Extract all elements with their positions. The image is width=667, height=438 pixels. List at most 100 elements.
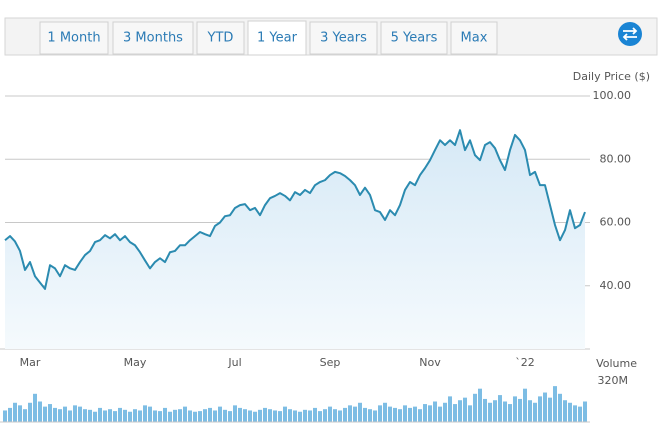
- volume-bar: [548, 397, 552, 422]
- volume-bar: [13, 402, 17, 422]
- volume-bar: [118, 407, 122, 422]
- volume-bar: [3, 410, 7, 422]
- volume-bar: [228, 411, 232, 422]
- volume-bar: [453, 404, 457, 422]
- volume-bar: [468, 405, 472, 422]
- volume-bar: [123, 409, 127, 422]
- volume-bar: [208, 407, 212, 422]
- volume-bar: [318, 411, 322, 422]
- volume-bar: [288, 409, 292, 422]
- volume-bar: [263, 407, 267, 422]
- tab[interactable]: [380, 21, 448, 55]
- volume-bar: [183, 406, 187, 422]
- volume-bar: [388, 406, 392, 422]
- volume-bar: [273, 410, 277, 422]
- volume-bar: [153, 410, 157, 422]
- volume-bar: [253, 411, 257, 422]
- volume-bar: [473, 393, 477, 422]
- volume-bar: [328, 406, 332, 422]
- volume-bar: [158, 411, 162, 422]
- tab-label[interactable]: YTD: [207, 31, 234, 46]
- tab[interactable]: [309, 21, 378, 55]
- volume-bar: [518, 398, 522, 422]
- volume-bar: [143, 405, 147, 422]
- volume-bar: [433, 401, 437, 422]
- tab-label[interactable]: 1 Month: [47, 31, 100, 46]
- tab[interactable]: [247, 20, 307, 56]
- volume-bar: [413, 406, 417, 422]
- volume-bar: [78, 406, 82, 422]
- x-tick-label: Sep: [320, 356, 341, 369]
- volume-bar: [18, 405, 22, 422]
- volume-bar: [233, 405, 237, 422]
- volume-bar: [438, 406, 442, 422]
- volume-bar: [423, 404, 427, 422]
- volume-bar: [283, 406, 287, 422]
- tab[interactable]: [39, 21, 109, 55]
- volume-bar: [83, 409, 87, 422]
- x-tick-label: Nov: [419, 356, 441, 369]
- volume-bar: [378, 405, 382, 422]
- volume-bar: [398, 409, 402, 422]
- volume-bar: [493, 400, 497, 422]
- tab-label[interactable]: Max: [461, 31, 488, 46]
- volume-bar: [173, 409, 177, 422]
- volume-bar: [383, 402, 387, 422]
- volume-bar: [103, 410, 107, 422]
- volume-bar: [463, 397, 467, 422]
- price-line: [4, 129, 586, 290]
- y-tick-label: 40.00: [600, 279, 632, 292]
- volume-bar: [568, 402, 572, 422]
- volume-bar: [428, 405, 432, 422]
- volume-bar: [528, 400, 532, 422]
- volume-bar: [223, 409, 227, 422]
- volume-bar: [538, 396, 542, 422]
- volume-bar: [583, 401, 587, 422]
- volume-bar: [333, 409, 337, 422]
- volume-bar: [503, 401, 507, 422]
- volume-bar: [28, 402, 32, 422]
- volume-bar: [373, 410, 377, 422]
- x-tick-label: Mar: [20, 356, 41, 369]
- volume-bar: [88, 409, 92, 422]
- swap-button[interactable]: [618, 22, 642, 46]
- tab-label[interactable]: 3 Years: [320, 31, 367, 46]
- area: [5, 130, 585, 349]
- volume-bar: [138, 410, 142, 422]
- volume-bar: [168, 411, 172, 422]
- volume-bar: [523, 388, 527, 422]
- volume-bar: [343, 407, 347, 422]
- volume-bar: [393, 407, 397, 422]
- volume-bar: [508, 404, 512, 422]
- volume-bar: [403, 405, 407, 422]
- tabs: 1 Month 3 Months YTD 1 Year 3 Years 5 Years Ma…: [39, 20, 498, 56]
- volume-bar: [458, 400, 462, 422]
- volume-bar: [33, 393, 37, 422]
- tab[interactable]: [196, 21, 245, 55]
- volume-bar: [363, 407, 367, 422]
- y-tick-label: 80.00: [600, 152, 632, 165]
- x-tick-label: `22: [515, 356, 535, 369]
- tab-label[interactable]: 5 Years: [391, 31, 438, 46]
- tab-label[interactable]: 1 Year: [257, 31, 298, 46]
- volume-bar: [483, 398, 487, 422]
- tab-label[interactable]: 3 Months: [123, 31, 183, 46]
- volume-bar: [278, 411, 282, 422]
- volume-bar: [418, 409, 422, 422]
- volume-bar: [108, 409, 112, 422]
- volume-bar: [488, 402, 492, 422]
- volume-bar: [338, 410, 342, 422]
- volume-bar: [443, 402, 447, 422]
- volume-bar: [58, 409, 62, 422]
- volume-bar: [498, 395, 502, 422]
- volume-bar: [353, 406, 357, 422]
- tab[interactable]: [112, 21, 194, 55]
- tab[interactable]: [450, 21, 498, 55]
- volume-bar: [558, 393, 562, 422]
- volume-bar: [188, 410, 192, 422]
- volume-bar: [308, 410, 312, 422]
- volume-bar: [478, 388, 482, 422]
- y-tick-label: 100.00: [593, 89, 632, 102]
- volume-bar: [213, 410, 217, 422]
